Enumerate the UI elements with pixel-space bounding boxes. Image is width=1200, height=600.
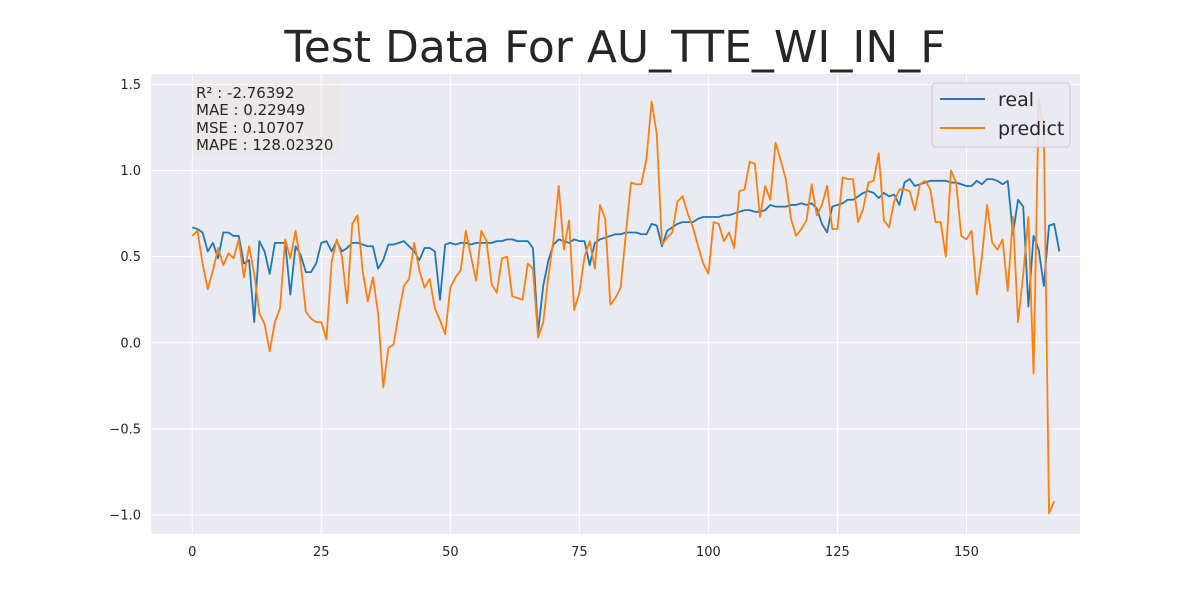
y-tick-label: 0.0 bbox=[120, 336, 141, 351]
series-line-predict bbox=[191, 97, 1056, 515]
x-tick-label: 150 bbox=[954, 545, 979, 560]
metric-mape: MAPE : 128.02320 bbox=[196, 136, 333, 154]
legend: real predict bbox=[931, 82, 1071, 148]
x-tick-label: 100 bbox=[696, 545, 721, 560]
metrics-box: R² : -2.76392 MAE : 0.22949 MSE : 0.1070… bbox=[190, 82, 340, 154]
x-tick-label: 50 bbox=[442, 545, 459, 560]
x-tick-label: 0 bbox=[188, 545, 196, 560]
x-tick-label: 25 bbox=[313, 545, 330, 560]
y-axis-ticks: −1.0 −0.5 0.0 0.5 1.0 1.5 bbox=[109, 78, 141, 524]
y-tick-label: −1.0 bbox=[109, 509, 141, 524]
chart-title: Test Data For AU_TTE_WI_IN_F bbox=[284, 22, 946, 73]
legend-real-label: real bbox=[998, 89, 1034, 111]
metric-mse: MSE : 0.10707 bbox=[196, 119, 305, 137]
y-tick-label: 1.0 bbox=[120, 164, 141, 179]
y-tick-label: 1.5 bbox=[120, 78, 141, 93]
y-tick-label: −0.5 bbox=[109, 422, 141, 437]
x-tick-label: 75 bbox=[571, 545, 588, 560]
legend-predict-label: predict bbox=[998, 118, 1064, 140]
series-group bbox=[191, 97, 1061, 515]
metrics-box-background bbox=[190, 82, 340, 154]
grid bbox=[151, 74, 1080, 534]
metric-mae: MAE : 0.22949 bbox=[196, 101, 305, 119]
x-axis-ticks: 0 25 50 75 100 125 150 bbox=[188, 545, 979, 560]
x-tick-label: 125 bbox=[825, 545, 850, 560]
metric-r2: R² : -2.76392 bbox=[196, 84, 294, 102]
y-tick-label: 0.5 bbox=[120, 250, 141, 265]
